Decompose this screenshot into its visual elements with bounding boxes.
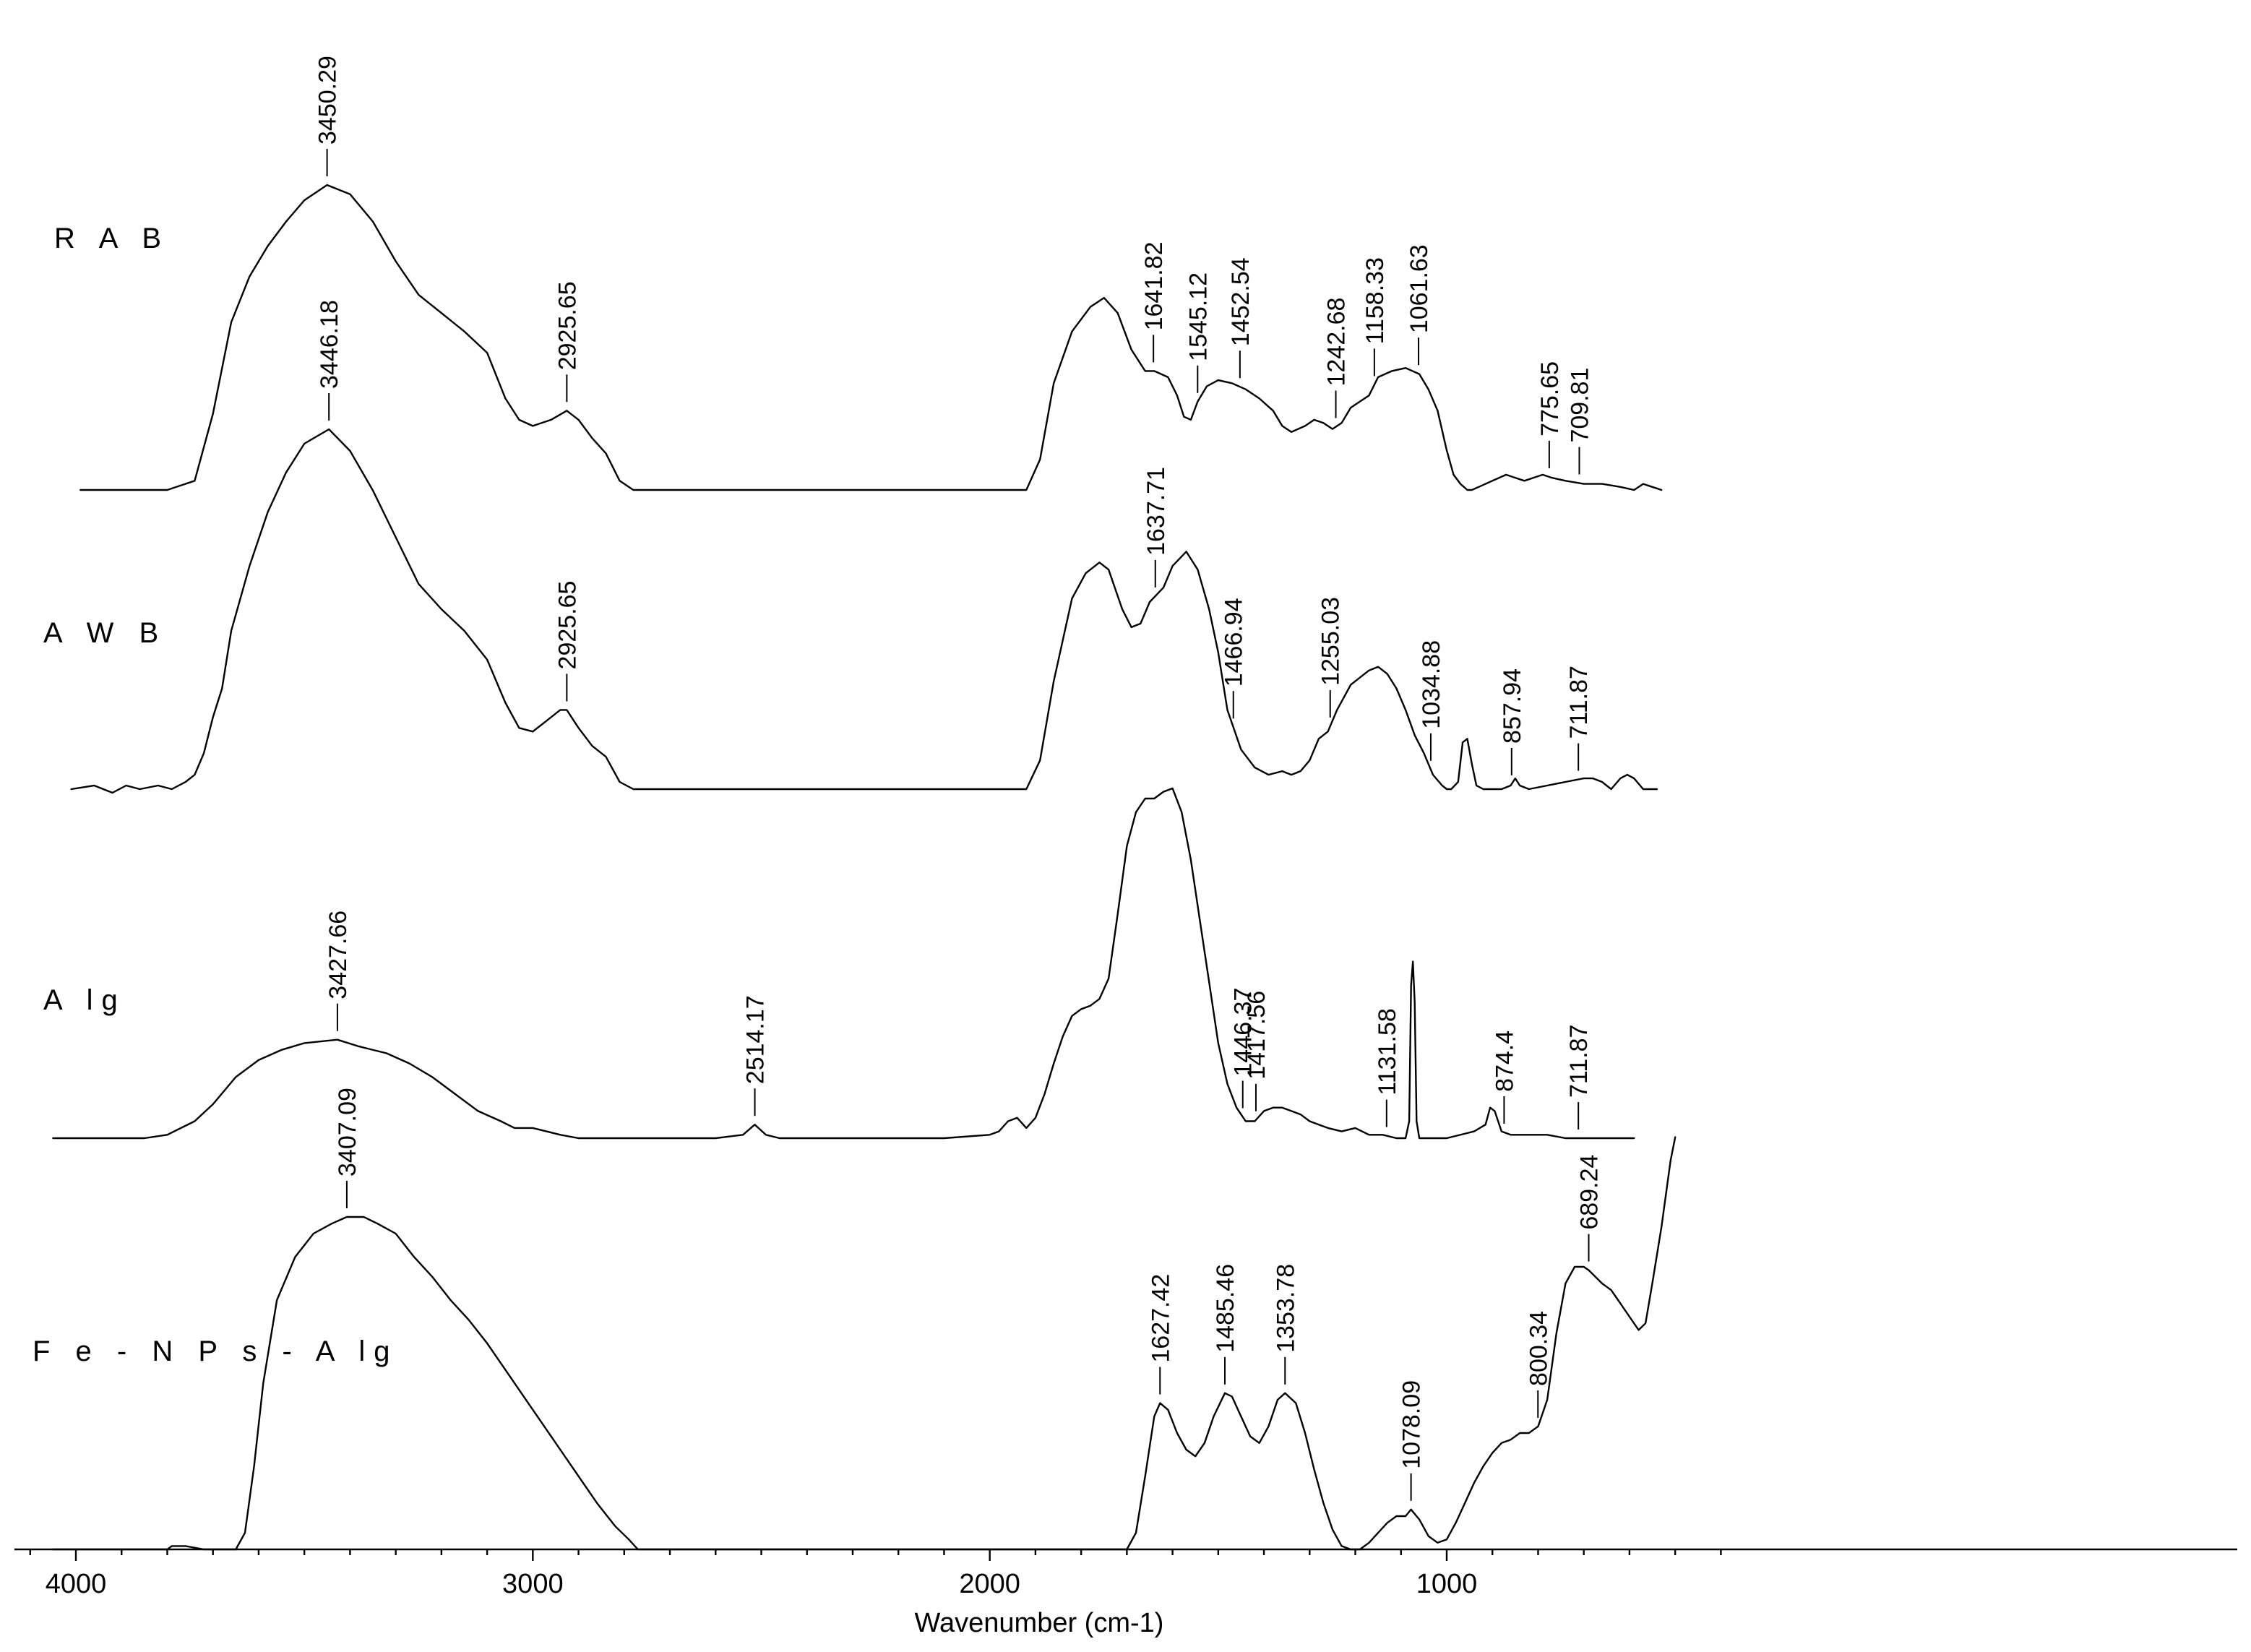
peak-label: 1061.63	[1406, 244, 1433, 333]
x-tick-label: 2000	[959, 1569, 1020, 1599]
peak-label: 1485.46	[1212, 1264, 1239, 1353]
peak-label: 1034.88	[1418, 640, 1445, 729]
series-name-3: A lg	[43, 984, 126, 1016]
peak-label: 1078.09	[1398, 1380, 1426, 1469]
peak-label: 3407.09	[334, 1088, 361, 1176]
series-names: R A B A W B A lg F e - N P s - A lg	[33, 223, 398, 1367]
peak-label: 857.94	[1499, 668, 1526, 744]
spectrum-line-3	[52, 787, 1635, 1140]
spectrum-line-2	[70, 428, 1658, 794]
peak-label: 1353.78	[1272, 1264, 1299, 1353]
peak-label: 1545.12	[1184, 272, 1212, 361]
series-name-4: F e - N P s - A lg	[33, 1335, 398, 1367]
x-tick-label: 3000	[502, 1569, 564, 1599]
peak-label: 1452.54	[1227, 257, 1254, 346]
peak-label: 1131.58	[1374, 1008, 1401, 1095]
series-name-2: A W B	[43, 617, 167, 649]
x-axis: 4000 3000 2000 1000	[14, 1548, 2237, 1599]
peak-label: 1242.68	[1323, 298, 1351, 387]
peak-label: 711.87	[1565, 1025, 1593, 1098]
x-tick-label: 4000	[46, 1569, 107, 1599]
peak-label: 1158.33	[1361, 257, 1389, 344]
peak-label: 3427.66	[324, 911, 352, 999]
peak-label: 1641.82	[1140, 242, 1168, 331]
peak-label: 874.4	[1491, 1031, 1518, 1092]
peak-label: 1466.94	[1221, 598, 1248, 687]
spectrum-line-1	[79, 184, 1663, 491]
peak-label: 2925.65	[554, 581, 581, 670]
series-name-1: R A B	[54, 223, 170, 254]
peak-label: 775.65	[1536, 361, 1564, 436]
peak-label: 3450.29	[314, 56, 342, 145]
peak-label: 800.34	[1525, 1311, 1552, 1386]
peak-label: 1255.03	[1317, 597, 1345, 686]
spectra-traces	[52, 184, 1677, 1551]
peak-label: 2925.65	[554, 281, 581, 370]
peak-label: 1417.56	[1243, 991, 1270, 1080]
x-tick-label: 1000	[1416, 1569, 1478, 1599]
peak-label: 1446.37	[1230, 988, 1257, 1077]
peak-annotations: 3450.29 2925.65 1641.82 1545.12 1452.54 1242.…	[314, 56, 1604, 1501]
spectrum-line-4	[52, 1136, 1677, 1551]
x-axis-title: Wavenumber (cm-1)	[915, 1608, 1164, 1638]
peak-label: 709.81	[1566, 368, 1593, 443]
peak-label: 711.87	[1565, 666, 1593, 739]
peak-label: 3446.18	[316, 300, 343, 389]
peak-label: 1627.42	[1147, 1274, 1174, 1363]
peak-label: 689.24	[1576, 1155, 1604, 1230]
peak-label: 2514.17	[742, 995, 770, 1084]
peak-label: 1637.71	[1142, 467, 1170, 556]
